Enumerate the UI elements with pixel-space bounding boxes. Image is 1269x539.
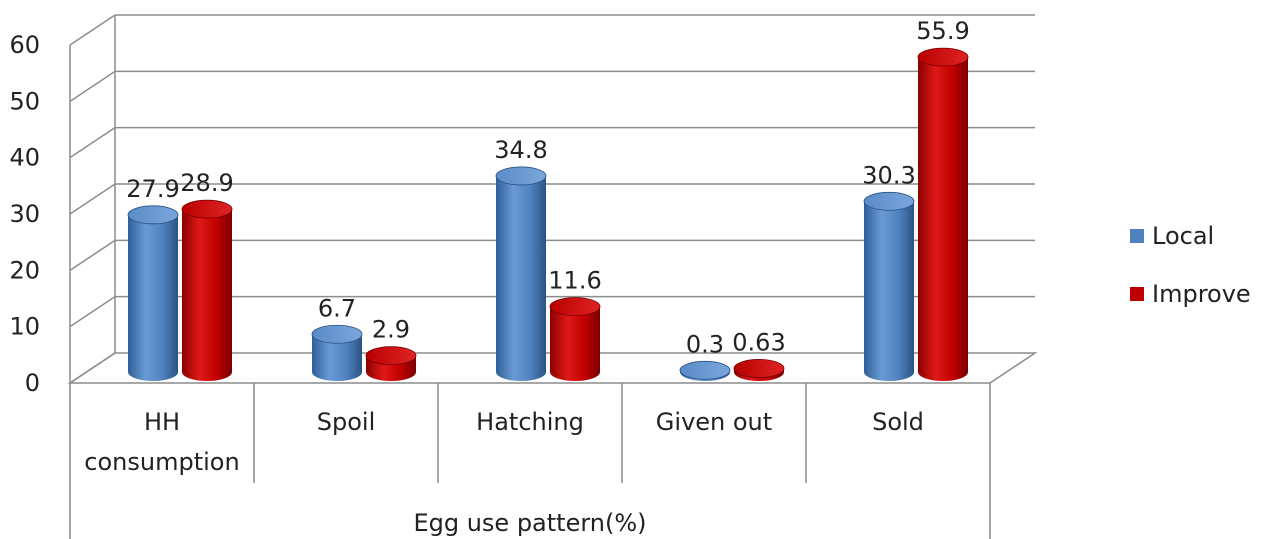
wall-grid-30	[69, 183, 116, 215]
y-tick-label: 30	[9, 200, 40, 228]
wall-grid-10	[69, 296, 116, 328]
data-label: 0.63	[732, 328, 785, 356]
bar-local-0	[127, 205, 179, 381]
legend-label: Local	[1152, 222, 1214, 250]
bar-top	[181, 199, 233, 219]
bar-top	[679, 360, 731, 380]
chart-gridlines	[69, 14, 1035, 384]
bar-body	[128, 214, 178, 381]
y-axis-ticks: 0 10 20 30 40 50 60	[9, 31, 40, 397]
bar-top	[863, 191, 915, 211]
bar-local-2	[495, 166, 547, 381]
bar-body	[918, 57, 968, 381]
x-axis-categories: HH consumption Spoil Hatching Given out Sold	[84, 408, 924, 476]
wall-grid-60	[69, 14, 116, 46]
legend-label: Improve	[1152, 280, 1251, 308]
bar-top	[495, 166, 547, 186]
bar-improve-3	[733, 359, 785, 381]
data-label: 34.8	[494, 136, 547, 164]
bar-body	[864, 201, 914, 381]
data-label: 6.7	[318, 294, 356, 322]
y-tick-label: 10	[9, 313, 40, 341]
data-label: 30.3	[862, 161, 915, 189]
chart-floor	[67, 352, 1038, 384]
x-category-label: Given out	[656, 408, 772, 436]
x-category-label: Sold	[872, 408, 924, 436]
y-tick-label: 40	[9, 144, 40, 172]
bar-improve-1	[365, 346, 417, 381]
data-label: 0.3	[686, 330, 724, 358]
bar-local-1	[311, 324, 363, 381]
chart-frame	[67, 15, 1038, 539]
bar-body	[312, 334, 362, 381]
legend: Local Improve	[1130, 222, 1251, 308]
x-category-label: consumption	[84, 448, 239, 476]
wall-grid-20	[69, 239, 116, 271]
bar-top	[549, 297, 601, 317]
bar-top	[917, 47, 969, 67]
bar-improve-2	[549, 297, 601, 381]
data-label: 55.9	[916, 17, 969, 45]
data-labels: 27.9 28.9 6.7 2.9 34.8 11.6 0.3 0.63 30.3 55.9	[126, 17, 969, 358]
data-label: 2.9	[372, 316, 410, 344]
data-label: 27.9	[126, 175, 179, 203]
x-category-label: Hatching	[476, 408, 584, 436]
bar-improve-0	[181, 199, 233, 381]
y-tick-label: 50	[9, 87, 40, 115]
wall-grid-40	[69, 127, 116, 159]
legend-item-improve: Improve	[1130, 280, 1251, 308]
y-tick-label: 60	[9, 31, 40, 59]
bar-body	[496, 175, 546, 381]
wall-grid-50	[69, 70, 116, 102]
data-label: 11.6	[548, 267, 601, 295]
bar-improve-4	[917, 47, 969, 381]
x-axis-title: Egg use pattern(%)	[413, 509, 646, 537]
bar-local-4	[863, 191, 915, 381]
y-tick-label: 0	[25, 369, 40, 397]
x-category-label: HH	[144, 408, 180, 436]
bar-body	[550, 306, 600, 381]
bar-top	[365, 346, 417, 366]
bar-top	[311, 324, 363, 344]
data-label: 28.9	[180, 169, 233, 197]
bar-top	[733, 359, 785, 378]
legend-item-local: Local	[1130, 222, 1214, 250]
bar-body	[182, 209, 232, 381]
legend-swatch	[1130, 229, 1144, 243]
x-category-label: Spoil	[317, 408, 376, 436]
bar-local-3	[679, 360, 731, 381]
legend-swatch	[1130, 287, 1144, 301]
chart-bars	[127, 47, 969, 381]
bar-top	[127, 205, 179, 225]
y-tick-label: 20	[9, 256, 40, 284]
